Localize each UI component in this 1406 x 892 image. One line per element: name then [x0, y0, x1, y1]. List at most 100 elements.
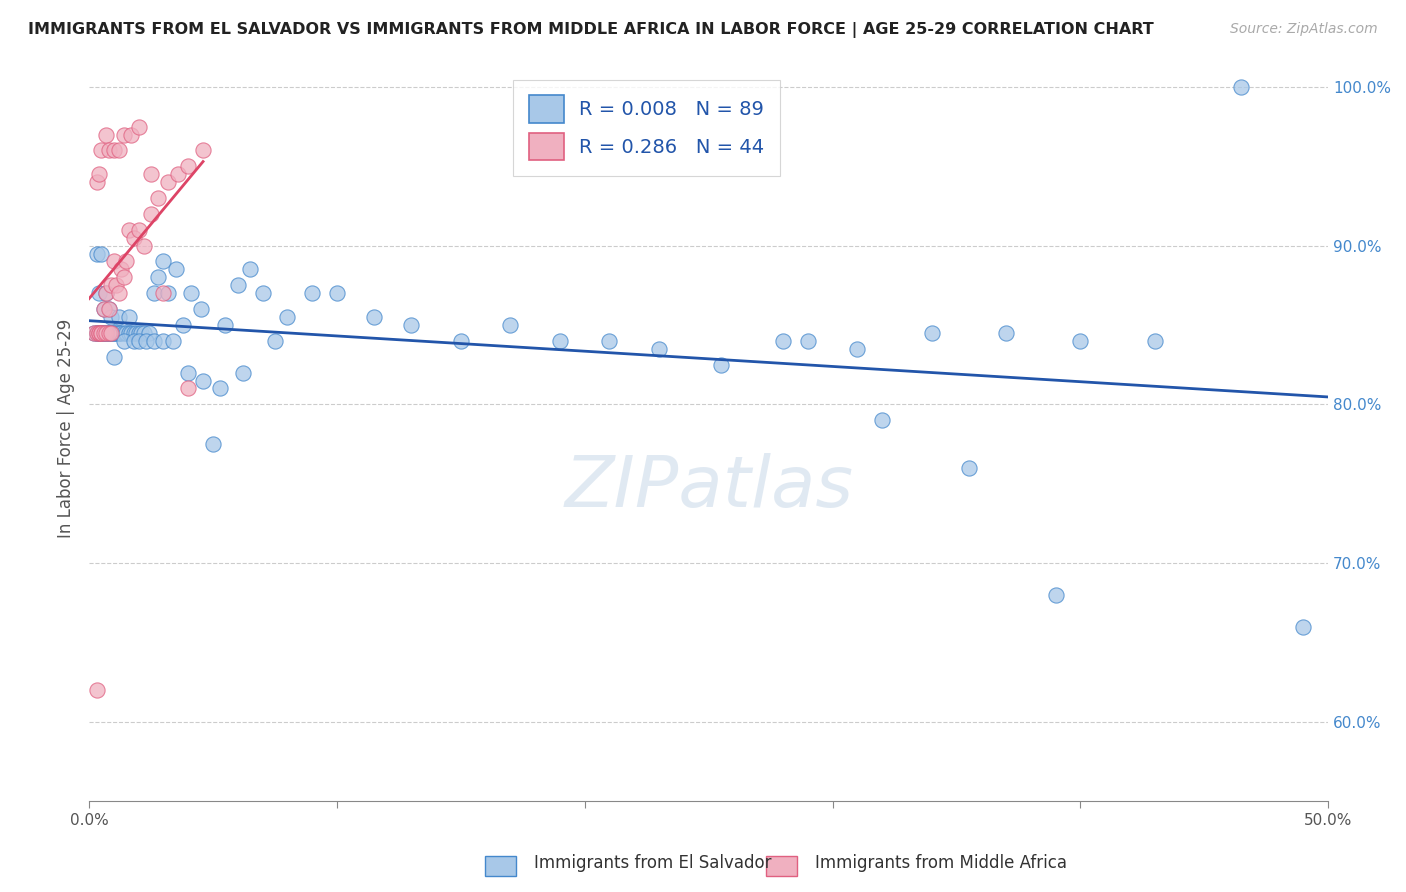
Point: [125, 326, 148, 340]
Point: [100, 326, 122, 340]
Point: [112, 326, 135, 340]
Point: [139, 167, 162, 181]
Point: [96, 326, 118, 340]
Point: [87, 326, 110, 340]
Point: [191, 374, 214, 388]
Point: [165, 262, 187, 277]
Legend: R = 0.008   N = 89, R = 0.286   N = 44: R = 0.008 N = 89, R = 0.286 N = 44: [513, 79, 780, 176]
Point: [128, 120, 150, 134]
Point: [128, 334, 150, 348]
Point: [86, 326, 108, 340]
Point: [107, 310, 129, 324]
Point: [1143, 334, 1166, 348]
Point: [264, 334, 287, 348]
Point: [177, 159, 200, 173]
Point: [100, 326, 122, 340]
Point: [846, 342, 869, 356]
Point: [105, 278, 128, 293]
Point: [97, 144, 120, 158]
Point: [86, 326, 108, 340]
Point: [598, 334, 620, 348]
Point: [87, 326, 110, 340]
Point: [138, 326, 160, 340]
Point: [90, 246, 112, 260]
Point: [363, 310, 385, 324]
Point: [107, 286, 129, 301]
Point: [118, 223, 141, 237]
Point: [870, 413, 893, 427]
Point: [152, 254, 174, 268]
Point: [1069, 334, 1091, 348]
Point: [139, 207, 162, 221]
Point: [90, 326, 112, 340]
Point: [96, 326, 118, 340]
Point: [100, 310, 122, 324]
Point: [1045, 588, 1067, 602]
Point: [90, 326, 112, 340]
Point: [177, 366, 200, 380]
Point: [93, 326, 115, 340]
Point: [157, 175, 180, 189]
Point: [97, 302, 120, 317]
Point: [772, 334, 794, 348]
Point: [107, 326, 129, 340]
Point: [87, 286, 110, 301]
Point: [90, 326, 112, 340]
Point: [97, 326, 120, 340]
Point: [107, 144, 129, 158]
Point: [167, 167, 190, 181]
Point: [135, 334, 157, 348]
Point: [110, 326, 132, 340]
Text: ZIPatlas: ZIPatlas: [564, 453, 853, 523]
Point: [97, 326, 120, 340]
Point: [214, 318, 236, 332]
Point: [110, 262, 132, 277]
Point: [209, 381, 232, 395]
Point: [90, 144, 112, 158]
Point: [239, 262, 262, 277]
Point: [148, 191, 170, 205]
Point: [157, 286, 180, 301]
Point: [128, 223, 150, 237]
Point: [921, 326, 943, 340]
Point: [86, 326, 108, 340]
Point: [201, 437, 224, 451]
Point: [710, 358, 733, 372]
Point: [115, 254, 138, 268]
Text: Immigrants from Middle Africa: Immigrants from Middle Africa: [815, 855, 1067, 872]
Point: [276, 310, 298, 324]
Point: [232, 366, 254, 380]
Point: [1292, 619, 1315, 633]
Point: [83, 326, 105, 340]
Point: [132, 238, 155, 252]
Point: [87, 326, 110, 340]
Point: [252, 286, 274, 301]
Point: [86, 683, 108, 698]
Point: [128, 326, 150, 340]
Point: [122, 334, 145, 348]
Point: [100, 278, 122, 293]
Point: [103, 326, 125, 340]
Point: [93, 326, 115, 340]
Point: [177, 381, 200, 395]
Point: [399, 318, 422, 332]
Point: [191, 144, 214, 158]
Point: [129, 326, 152, 340]
Point: [96, 326, 118, 340]
Point: [112, 270, 135, 285]
Point: [96, 286, 118, 301]
Point: [86, 175, 108, 189]
Point: [120, 128, 142, 142]
Text: Source: ZipAtlas.com: Source: ZipAtlas.com: [1230, 22, 1378, 37]
Point: [648, 342, 671, 356]
Point: [86, 246, 108, 260]
Point: [107, 326, 129, 340]
Point: [96, 286, 118, 301]
Point: [103, 350, 125, 364]
Point: [122, 326, 145, 340]
Point: [1230, 79, 1253, 94]
Point: [103, 254, 125, 268]
Point: [90, 326, 112, 340]
Point: [87, 326, 110, 340]
Point: [301, 286, 323, 301]
